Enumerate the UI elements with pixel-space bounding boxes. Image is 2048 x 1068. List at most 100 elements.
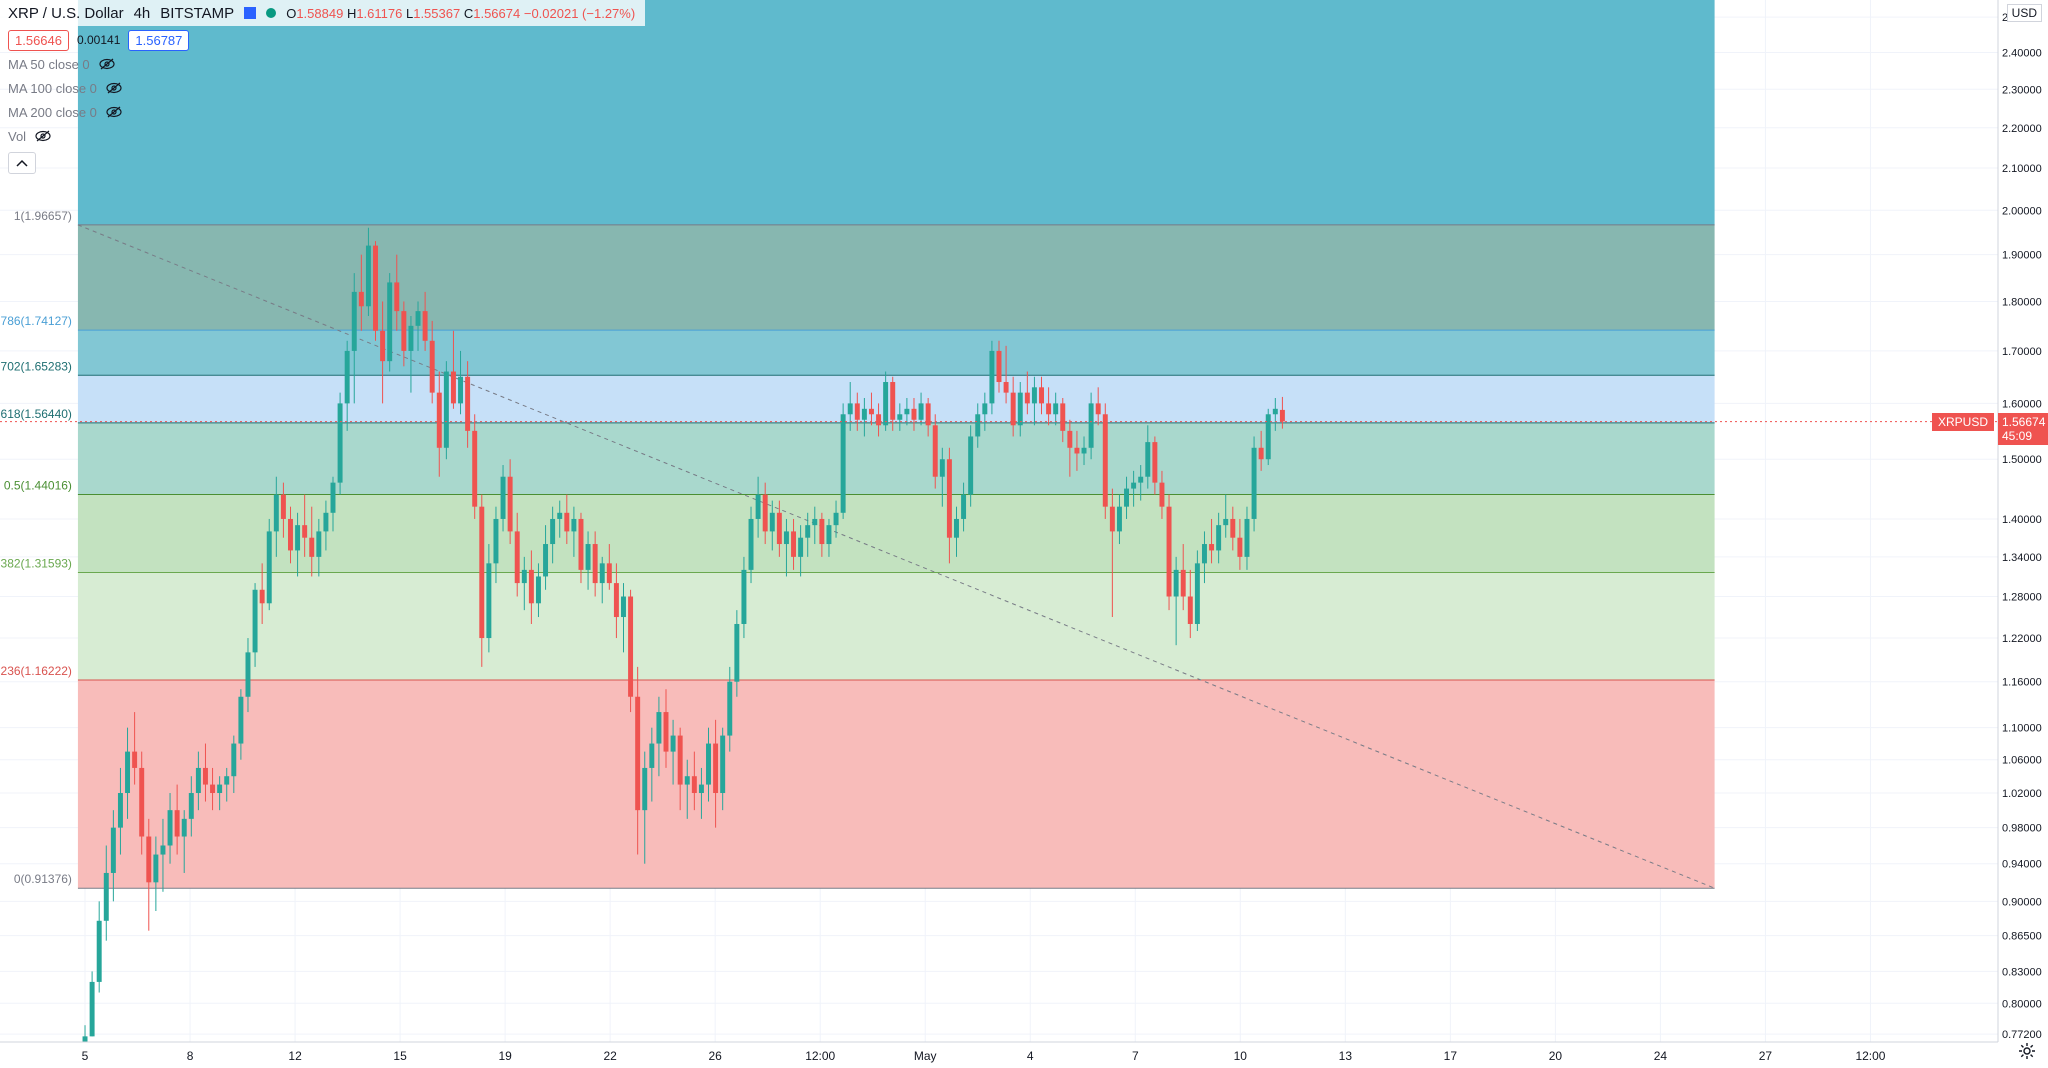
fib-level-label: 0(0.91376)	[14, 872, 72, 886]
candle-body	[1237, 537, 1243, 557]
candle-body	[755, 494, 761, 519]
candle-body	[1003, 382, 1009, 393]
candle-body	[1053, 403, 1059, 415]
candle-body	[280, 494, 286, 519]
eye-hidden-icon[interactable]	[98, 58, 116, 70]
ask-price[interactable]: 1.56787	[128, 29, 190, 51]
fib-level-label: 0.236(1.16222)	[0, 664, 72, 678]
fib-level-label: 0.382(1.31593)	[0, 557, 72, 571]
fib-zone	[77, 494, 1715, 573]
flag-icon[interactable]	[244, 7, 257, 19]
price-tick-label: 1.22000	[2002, 633, 2042, 645]
price-tick-label: 0.86500	[2002, 931, 2042, 943]
candle-body	[628, 596, 634, 697]
fib-level-label: 0.702(1.65283)	[0, 359, 72, 373]
candle-body	[706, 743, 711, 785]
time-tick-label: 13	[1339, 1049, 1353, 1063]
bid-price[interactable]: 1.56646	[8, 29, 69, 51]
price-tick-label: 1.28000	[2002, 592, 2042, 604]
candle-body	[585, 544, 591, 570]
candle-body	[812, 518, 818, 526]
time-tick-label: 15	[393, 1049, 407, 1063]
candle-body	[1039, 387, 1044, 404]
candle-body	[968, 436, 974, 495]
candle-body	[819, 518, 825, 545]
price-tick-label: 0.77200	[2002, 1029, 2042, 1041]
price-axis-bg	[1998, 0, 2048, 1068]
time-tick-label: 20	[1549, 1049, 1563, 1063]
candle-body	[1116, 506, 1122, 532]
bar-countdown: 45:09	[2002, 428, 2033, 443]
price-tick-label: 0.83000	[2002, 966, 2042, 978]
time-tick-label: 12:00	[805, 1049, 835, 1063]
candle-body	[479, 506, 485, 639]
price-tick-label: 1.90000	[2002, 250, 2042, 262]
price-tick-label: 0.90000	[2002, 896, 2042, 908]
fib-level-label: 0.618(1.56440)	[0, 407, 72, 421]
market-status-icon[interactable]	[266, 8, 277, 18]
indicator-row[interactable]: MA 100 close 0	[0, 76, 645, 100]
indicator-row[interactable]: MA 200 close 0	[0, 100, 645, 124]
eye-hidden-icon[interactable]	[34, 130, 52, 142]
price-tick-label: 1.34000	[2002, 552, 2042, 564]
candle-body	[734, 623, 740, 682]
eye-hidden-icon[interactable]	[105, 106, 123, 118]
candle-body	[146, 836, 152, 883]
price-tick-label: 1.06000	[2002, 755, 2042, 767]
symbol-header[interactable]: XRP / U.S. Dollar 4h BITSTAMP O1.58849 H…	[0, 0, 646, 26]
candle-body	[1223, 518, 1229, 526]
price-tick-label: 2.10000	[2002, 163, 2042, 175]
candle-body	[295, 525, 301, 551]
price-tick-label: 2.30000	[2002, 84, 2042, 96]
price-tick-label: 1.16000	[2002, 677, 2042, 689]
candle-body	[996, 350, 1002, 383]
candle-body	[1272, 408, 1278, 415]
interval-label[interactable]: 4h	[133, 4, 151, 22]
currency-label[interactable]: USD	[2006, 4, 2042, 22]
candle-body	[621, 596, 626, 618]
candle-body	[954, 518, 959, 538]
indicator-label: MA 100 close 0	[8, 80, 97, 96]
symbol-title[interactable]: XRP / U.S. Dollar	[8, 4, 124, 22]
collapse-legend-button[interactable]	[8, 152, 36, 174]
candle-body	[330, 482, 336, 513]
indicator-row[interactable]: MA 50 close 0	[0, 52, 645, 76]
candle-body	[181, 818, 187, 837]
indicator-label: MA 200 close 0	[8, 104, 97, 120]
candle-body	[1279, 409, 1285, 422]
last-price-symbol-label: XRPUSD	[1932, 412, 1995, 431]
candle-body	[783, 531, 789, 545]
candle-body	[571, 518, 577, 532]
candle-body	[1109, 506, 1115, 532]
candle-body	[599, 563, 605, 584]
candle-body	[472, 430, 478, 507]
candle-body	[1060, 403, 1066, 431]
time-tick-label: 12:00	[1855, 1049, 1885, 1063]
candle-body	[1216, 525, 1222, 551]
candle-body	[521, 569, 527, 584]
price-tick-label: 1.40000	[2002, 514, 2042, 526]
candle-body	[1031, 387, 1037, 404]
candle-body	[358, 291, 364, 307]
indicator-label: MA 50 close 0	[8, 56, 90, 72]
candle-body	[939, 459, 945, 477]
candle-body	[791, 531, 797, 557]
fib-zone	[77, 224, 1715, 331]
candle-body	[557, 512, 563, 519]
gear-icon[interactable]	[2018, 1042, 2036, 1060]
fib-zone	[77, 330, 1715, 376]
candle-body	[592, 544, 598, 584]
indicator-row[interactable]: Vol	[0, 124, 645, 148]
candle-body	[117, 793, 123, 828]
candle-body	[975, 414, 981, 437]
candle-body	[1265, 414, 1271, 460]
candle-body	[96, 920, 102, 982]
candle-body	[876, 414, 882, 426]
candle-body	[1244, 518, 1250, 557]
candle-body	[1173, 569, 1179, 597]
price-tick-label: 1.80000	[2002, 296, 2042, 308]
eye-hidden-icon[interactable]	[105, 82, 123, 94]
time-tick-label: 24	[1654, 1049, 1668, 1063]
